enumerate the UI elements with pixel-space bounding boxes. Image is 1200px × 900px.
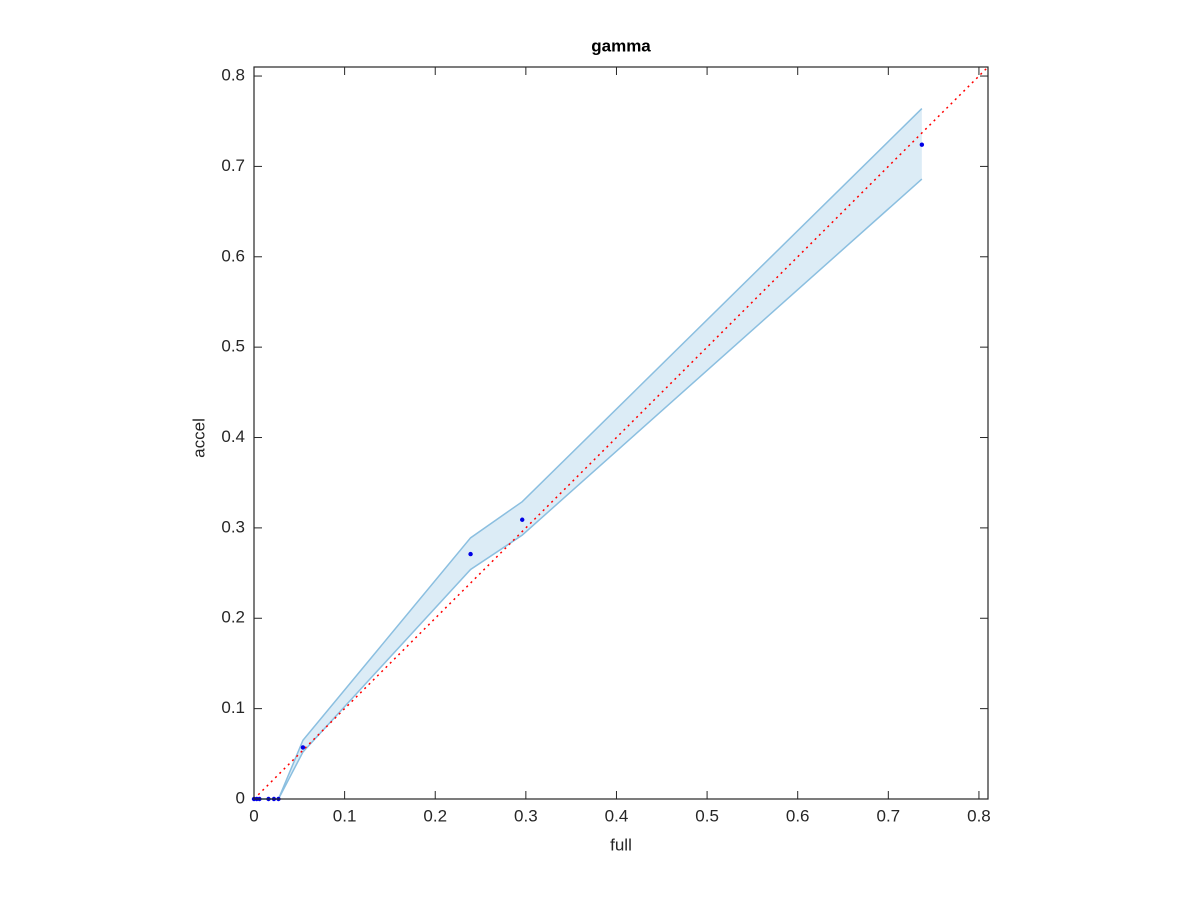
data-point <box>520 517 525 522</box>
x-tick-label: 0.2 <box>423 806 447 825</box>
data-point <box>919 142 925 147</box>
confidence-band <box>254 108 922 799</box>
chart-title: gamma <box>591 36 651 55</box>
y-tick-label: 0.7 <box>221 156 245 175</box>
y-tick-label: 0.8 <box>221 66 245 85</box>
y-tick-label: 0.4 <box>221 427 245 446</box>
x-tick-label: 0.7 <box>877 806 901 825</box>
data-point <box>300 745 306 750</box>
y-tick-label: 0.5 <box>221 337 245 356</box>
y-tick-label: 0 <box>236 788 245 807</box>
band-lower-edge <box>254 178 923 800</box>
y-tick-label: 0.6 <box>221 246 245 265</box>
x-tick-label: 0.6 <box>786 806 810 825</box>
x-tick-label: 0 <box>249 806 258 825</box>
x-tick-label: 0.1 <box>333 806 357 825</box>
x-tick-label: 0.5 <box>695 806 719 825</box>
y-tick-label: 0.3 <box>221 517 245 536</box>
x-tick-label: 0.8 <box>967 806 991 825</box>
data-point <box>468 551 473 557</box>
axes-box <box>253 66 989 800</box>
x-axis-label: full <box>610 835 632 854</box>
x-tick-label: 0.4 <box>605 806 629 825</box>
y-tick-label: 0.1 <box>221 698 245 717</box>
x-tick-label: 0.3 <box>514 806 538 825</box>
y-tick-label: 0.2 <box>221 608 245 627</box>
y-axis-label: accel <box>189 418 208 458</box>
